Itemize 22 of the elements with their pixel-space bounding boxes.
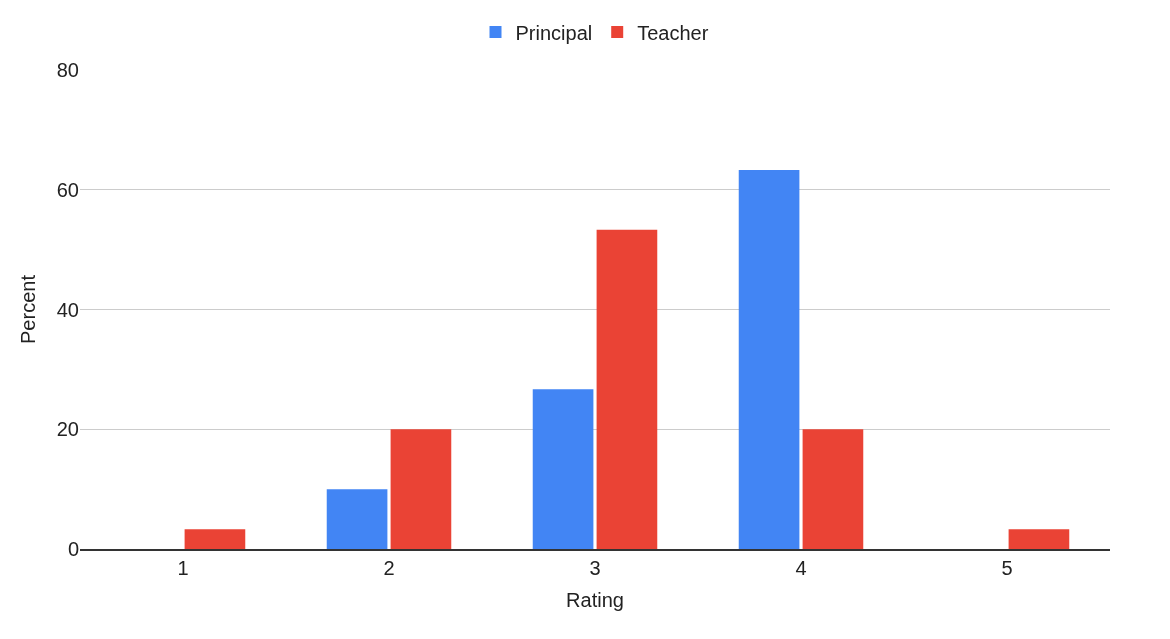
x-tick-label: 3: [589, 556, 601, 579]
legend-label: Principal: [515, 21, 593, 44]
bar: [326, 489, 388, 549]
legend-label: Teacher: [637, 21, 709, 44]
bar: [390, 429, 452, 549]
y-tick-label: 0: [67, 538, 79, 560]
bar: [184, 529, 246, 549]
y-axis-title: Percent: [17, 274, 40, 344]
x-tick-label: 1: [177, 556, 189, 579]
bar: [738, 169, 800, 549]
bar: [532, 389, 594, 549]
y-tick-label: 20: [56, 418, 79, 441]
y-tick-label: 40: [56, 298, 79, 321]
bar: [802, 429, 864, 549]
y-tick-label: 80: [56, 59, 79, 81]
bar: [596, 229, 658, 549]
x-axis-title: Rating: [566, 588, 624, 611]
x-tick-label: 2: [383, 556, 395, 579]
bar: [1008, 529, 1070, 549]
x-tick-label: 4: [795, 556, 807, 579]
y-tick-label: 60: [56, 178, 79, 201]
x-tick-label: 5: [1001, 556, 1013, 579]
